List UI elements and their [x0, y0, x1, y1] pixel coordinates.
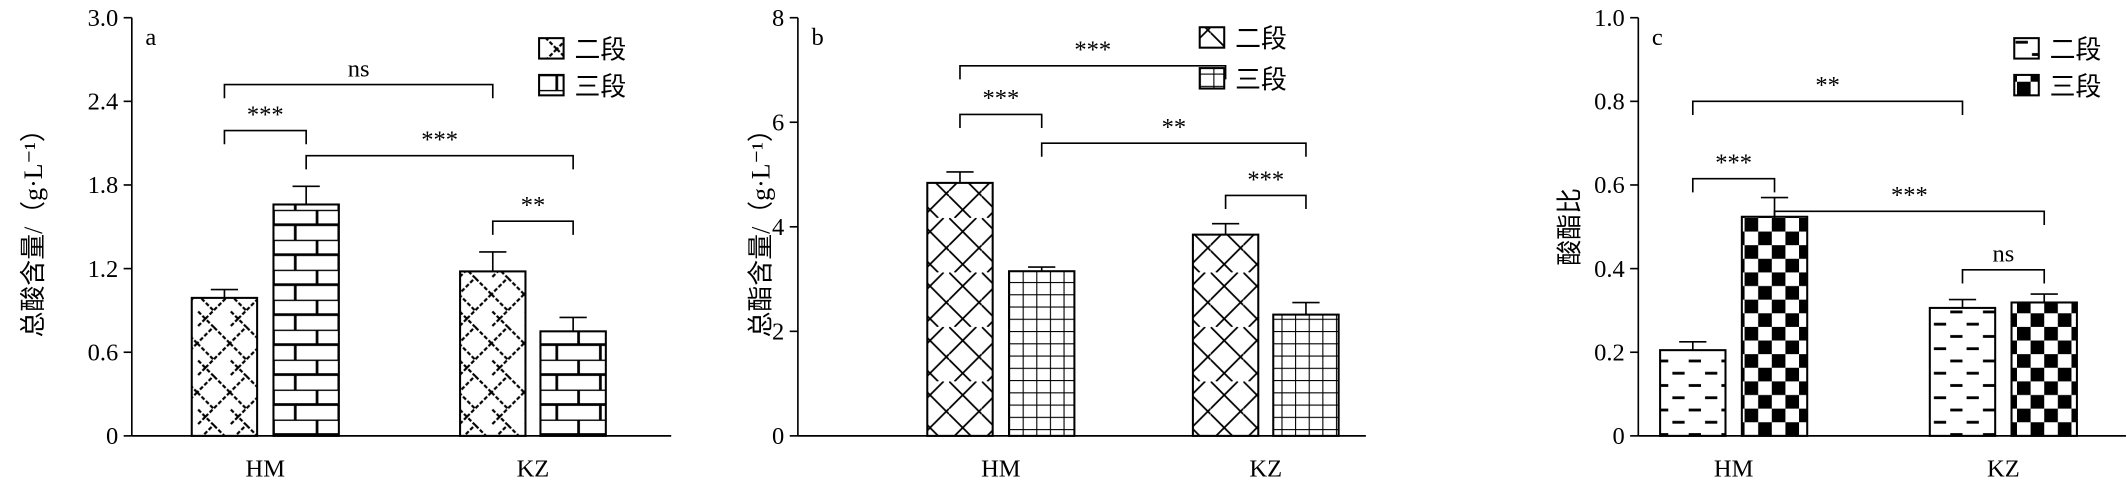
panel-label: c	[1652, 24, 1663, 51]
legend-swatch	[538, 37, 565, 60]
y-tick-label: 0.6	[1594, 172, 1625, 199]
y-tick-label: 0.6	[88, 339, 119, 366]
bar-HM-3stage	[272, 203, 340, 437]
x-tick-label: HM	[981, 456, 1021, 483]
x-tick-label: HM	[246, 456, 286, 483]
significance-bracket	[1224, 194, 1307, 210]
y-tick-label: 1.0	[1594, 5, 1625, 32]
x-tick-label: KZ	[517, 456, 550, 483]
legend-label: 三段	[1235, 66, 1287, 95]
significance-bracket	[1691, 177, 1776, 193]
bar-KZ-2stage	[1928, 306, 1997, 437]
panel-label: b	[812, 24, 824, 51]
panel-label: a	[145, 24, 156, 51]
significance-bracket	[491, 220, 574, 235]
y-tick-label: 0.2	[1594, 339, 1625, 366]
bar-KZ-2stage	[1191, 233, 1260, 437]
y-axis-label: 总酯含量/（g·L⁻¹）	[746, 116, 775, 337]
x-tick-label: KZ	[1249, 456, 1282, 483]
bar-HM-3stage	[1007, 270, 1076, 437]
legend-label: 二段	[575, 36, 627, 65]
bar-HM-2stage	[926, 181, 994, 437]
significance-bracket	[305, 154, 574, 170]
significance-label: ***	[1247, 166, 1284, 193]
legend-swatch	[538, 73, 565, 97]
y-axis-label: 总酸含量/（g·L⁻¹）	[19, 116, 48, 337]
legend-swatch	[1198, 67, 1226, 90]
x-tick-label: HM	[1714, 456, 1754, 483]
significance-label: ***	[421, 127, 458, 154]
y-tick-label: 0	[1612, 423, 1624, 450]
bar-HM-2stage	[1659, 349, 1727, 437]
y-tick-label: 3.0	[88, 5, 119, 32]
significance-bracket	[959, 113, 1043, 129]
legend-swatch	[2013, 73, 2040, 97]
significance-bracket	[223, 83, 494, 99]
legend-label: 二段	[1235, 25, 1287, 54]
y-tick-label: 1.8	[88, 172, 119, 199]
y-tick-label: 2	[772, 319, 784, 346]
significance-label: ns	[348, 55, 370, 82]
legend-label: 三段	[575, 72, 627, 101]
significance-label: ns	[1992, 241, 2014, 268]
significance-label: **	[1815, 72, 1840, 99]
legend-label: 三段	[2050, 72, 2102, 101]
bar-HM-3stage	[1740, 215, 1809, 437]
y-tick-label: 2.4	[88, 89, 119, 116]
bar-KZ-3stage	[539, 330, 607, 437]
y-tick-label: 4	[772, 214, 784, 241]
significance-label: **	[1162, 114, 1186, 141]
significance-label: ***	[247, 101, 284, 128]
significance-label: ***	[982, 85, 1019, 112]
significance-label: ***	[1891, 182, 1928, 209]
y-tick-label: 0.8	[1594, 89, 1625, 116]
legend-swatch	[2013, 37, 2040, 60]
y-tick-label: 0	[772, 423, 784, 450]
y-tick-label: 1.2	[88, 256, 119, 283]
significance-bracket	[959, 64, 1227, 80]
bar-KZ-2stage	[459, 270, 527, 437]
y-tick-label: 0.4	[1594, 256, 1625, 283]
x-tick-label: KZ	[1987, 456, 2020, 483]
y-tick-label: 8	[772, 5, 784, 32]
significance-bracket	[1040, 142, 1307, 157]
significance-label: ***	[1715, 150, 1752, 177]
significance-bracket	[1961, 269, 2046, 284]
y-tick-label: 0	[106, 423, 118, 450]
significance-bracket	[1691, 100, 1964, 115]
y-tick-label: 6	[772, 109, 784, 136]
bar-KZ-3stage	[2010, 301, 2078, 437]
y-axis-label: 酸酯比	[1555, 188, 1584, 266]
bar-KZ-3stage	[1272, 313, 1340, 437]
legend-label: 二段	[2050, 36, 2102, 65]
significance-bracket	[1773, 210, 2046, 225]
legend-swatch	[1198, 26, 1226, 49]
significance-bracket	[223, 129, 307, 145]
bar-HM-2stage	[190, 296, 259, 437]
significance-label: ***	[1074, 37, 1111, 64]
significance-label: **	[521, 192, 546, 219]
